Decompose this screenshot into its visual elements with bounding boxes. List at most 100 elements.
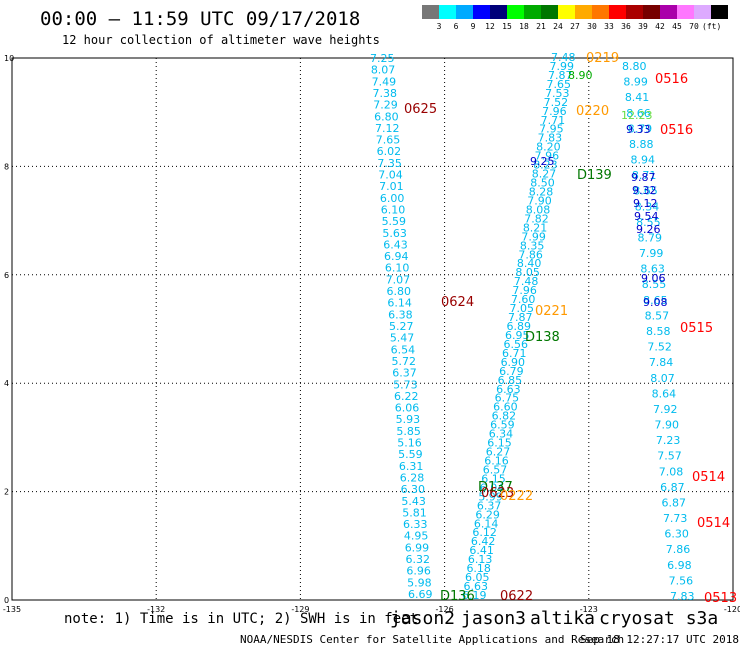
legend-label: 27 [570, 22, 580, 31]
wave-value: 8.41 [625, 91, 650, 104]
wave-value: 7.99 [550, 60, 575, 73]
wave-value: 6.85 [498, 374, 522, 387]
wave-value: 8.58 [646, 325, 671, 338]
wave-value: 6.05 [465, 571, 490, 584]
wave-value: 6.15 [487, 437, 512, 450]
wave-value: 8.79 [638, 231, 663, 244]
wave-value: 6.27 [486, 446, 511, 459]
wave-value: 8.05 [515, 266, 540, 279]
wave-value: 6.15 [481, 472, 506, 485]
wave-value: 7.25 [370, 52, 395, 65]
wave-value: 5.99 [478, 490, 503, 503]
wave-value: 8.23 [533, 159, 558, 172]
time-label: D136 [440, 589, 475, 604]
wave-value: 6.33 [403, 518, 428, 531]
wave-value: 7.99 [639, 247, 664, 260]
wave-value: 6.14 [387, 297, 412, 310]
time-label: 0623 [481, 486, 514, 501]
time-label: D138 [525, 330, 560, 345]
wave-value: 6.04 [480, 481, 505, 494]
wave-value-high: 9.32 [632, 184, 657, 197]
wave-value: 7.83 [538, 132, 563, 145]
wave-value: 5.72 [391, 355, 416, 368]
wave-value: 8.65 [633, 185, 658, 198]
wave-value-high: 9.06 [641, 272, 666, 285]
wave-value: 6.63 [496, 383, 521, 396]
wave-value: 6.99 [405, 541, 430, 554]
wave-value: 7.49 [372, 75, 397, 88]
x-tick-label: -120 [724, 605, 740, 614]
wave-value: 7.95 [539, 123, 564, 136]
wave-value: 6.37 [477, 499, 502, 512]
wave-value: 6.80 [374, 110, 399, 123]
wave-value: 7.99 [521, 230, 546, 243]
time-label: 0221 [535, 304, 568, 319]
legend-label: (ft) [702, 22, 722, 31]
wave-value: 6.89 [507, 320, 532, 333]
legend-swatch [558, 5, 575, 19]
wave-value: 7.71 [541, 114, 566, 127]
legend-label: 9 [470, 22, 476, 31]
time-label: 0622 [500, 589, 533, 604]
time-label: 0516 [660, 123, 693, 138]
wave-value: 6.80 [387, 285, 412, 298]
y-tick-label: 10 [4, 54, 14, 63]
legend-label: 33 [604, 22, 614, 31]
wave-value: 7.01 [379, 180, 404, 193]
wave-value: 6.94 [384, 250, 409, 263]
wave-value: 6.69 [408, 588, 433, 601]
wave-value: 7.90 [654, 419, 679, 432]
wave-value: 8.55 [636, 216, 661, 229]
wave-value: 7.04 [378, 169, 403, 182]
wave-value: 6.22 [394, 390, 419, 403]
legend-label: 36 [621, 22, 631, 31]
wave-value: 8.64 [652, 387, 677, 400]
legend-swatch [507, 5, 524, 19]
legend-label: 18 [519, 22, 529, 31]
wave-value: 7.73 [663, 512, 688, 525]
wave-value-high: 9.25 [530, 155, 555, 168]
wave-value: 5.59 [382, 215, 407, 228]
wave-value: 6.19 [462, 589, 487, 602]
time-label: 0222 [500, 489, 533, 504]
wave-value: 6.96 [406, 565, 431, 578]
wave-value: 5.59 [398, 448, 423, 461]
wave-value: 6.32 [406, 553, 431, 566]
y-tick-label: 8 [4, 162, 9, 171]
wave-value: 6.54 [391, 343, 416, 356]
wave-value: 6.79 [499, 365, 524, 378]
wave-value-high: 9.33 [626, 123, 651, 136]
legend-swatch [490, 5, 507, 19]
wave-value: 5.98 [407, 576, 432, 589]
wave-value: 6.56 [504, 338, 529, 351]
wave-value-high: 9.08 [643, 296, 668, 309]
wave-value-green: 12.23 [621, 109, 653, 122]
wave-value: 5.27 [389, 320, 414, 333]
legend-swatch [473, 5, 490, 19]
wave-value: 7.60 [511, 293, 536, 306]
wave-value: 8.40 [517, 257, 542, 270]
legend-label: 45 [672, 22, 682, 31]
wave-value: 6.98 [667, 559, 692, 572]
wave-value: 8.71 [632, 169, 657, 182]
wave-value: 8.21 [523, 221, 548, 234]
wave-value: 5.85 [396, 425, 421, 438]
wave-value: 6.34 [489, 428, 514, 441]
wave-value: 6.06 [395, 402, 420, 415]
wave-value: 6.87 [660, 481, 685, 494]
note-text: note: 1) Time is in UTC; 2) SWH is in fe… [64, 611, 419, 627]
wave-value: 7.86 [518, 248, 543, 261]
time-label: D137 [478, 480, 513, 495]
wave-value: 8.79 [628, 122, 653, 135]
legend-label: 42 [655, 22, 665, 31]
wave-value: 7.07 [386, 273, 411, 286]
legend-label: 21 [536, 22, 546, 31]
wave-value: 7.87 [548, 69, 573, 82]
legend-swatch [592, 5, 609, 19]
wave-value: 7.82 [524, 212, 549, 225]
wave-value: 7.86 [666, 543, 691, 556]
wave-value: 6.87 [662, 496, 687, 509]
wave-value: 7.83 [670, 590, 695, 603]
wave-value: 7.48 [551, 51, 576, 64]
